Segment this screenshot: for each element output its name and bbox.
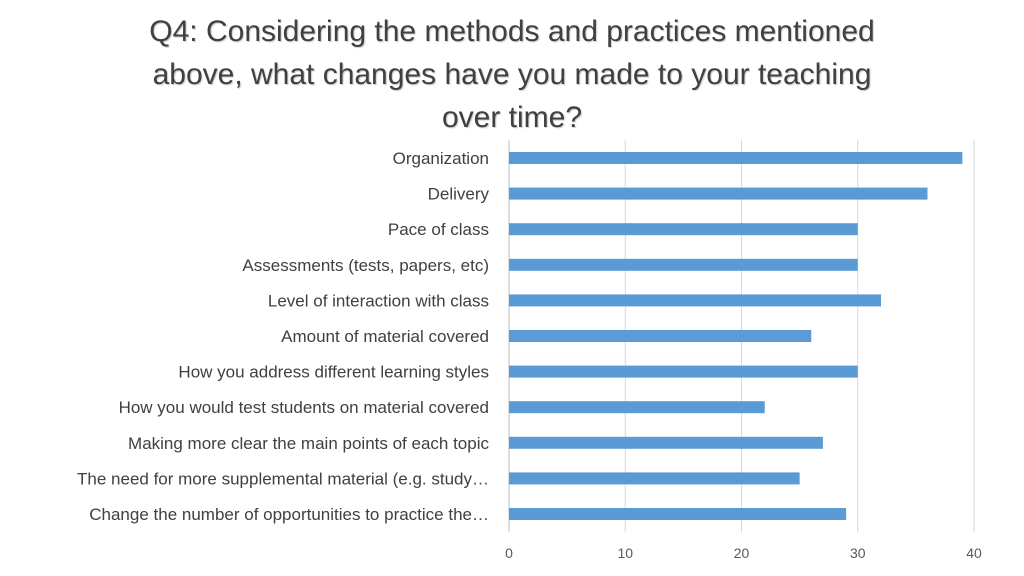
bar-8 bbox=[509, 401, 765, 414]
bar-9 bbox=[509, 436, 823, 449]
bar-5 bbox=[509, 294, 881, 307]
bar-11 bbox=[509, 508, 847, 520]
bar-1 bbox=[509, 152, 963, 164]
bar-2 bbox=[509, 187, 928, 200]
x-tick-label-20: 20 bbox=[734, 545, 750, 561]
category-label-6: Amount of material covered bbox=[281, 327, 489, 346]
x-tick-label-10: 10 bbox=[617, 545, 633, 561]
category-label-5: Level of interaction with class bbox=[268, 291, 489, 310]
x-tick-label-40: 40 bbox=[966, 545, 982, 561]
x-tick-label-30: 30 bbox=[850, 545, 866, 561]
chart-title: Q4: Considering the methods and practice… bbox=[112, 10, 912, 139]
category-label-1: Organization bbox=[393, 149, 489, 168]
category-label-8: How you would test students on material … bbox=[119, 398, 489, 417]
category-label-10: The need for more supplemental material … bbox=[77, 469, 489, 488]
chart-title-line-1: Q4: Considering the methods and practice… bbox=[149, 15, 875, 48]
chart-title-line-3: over time? bbox=[441, 101, 583, 134]
category-label-2: Delivery bbox=[428, 185, 490, 204]
category-label-3: Pace of class bbox=[388, 220, 489, 239]
bar-3 bbox=[509, 223, 858, 236]
category-label-9: Making more clear the main points of eac… bbox=[128, 434, 489, 453]
category-label-7: How you address different learning style… bbox=[178, 363, 489, 382]
category-label-4: Assessments (tests, papers, etc) bbox=[242, 256, 489, 275]
category-label-11: Change the number of opportunities to pr… bbox=[89, 505, 489, 524]
chart-title-line-2: above, what changes have you made to you… bbox=[152, 58, 872, 91]
bar-4 bbox=[509, 258, 858, 271]
bar-6 bbox=[509, 330, 812, 342]
x-tick-label-0: 0 bbox=[505, 545, 513, 561]
bar-10 bbox=[509, 472, 800, 485]
bar-7 bbox=[509, 365, 858, 378]
